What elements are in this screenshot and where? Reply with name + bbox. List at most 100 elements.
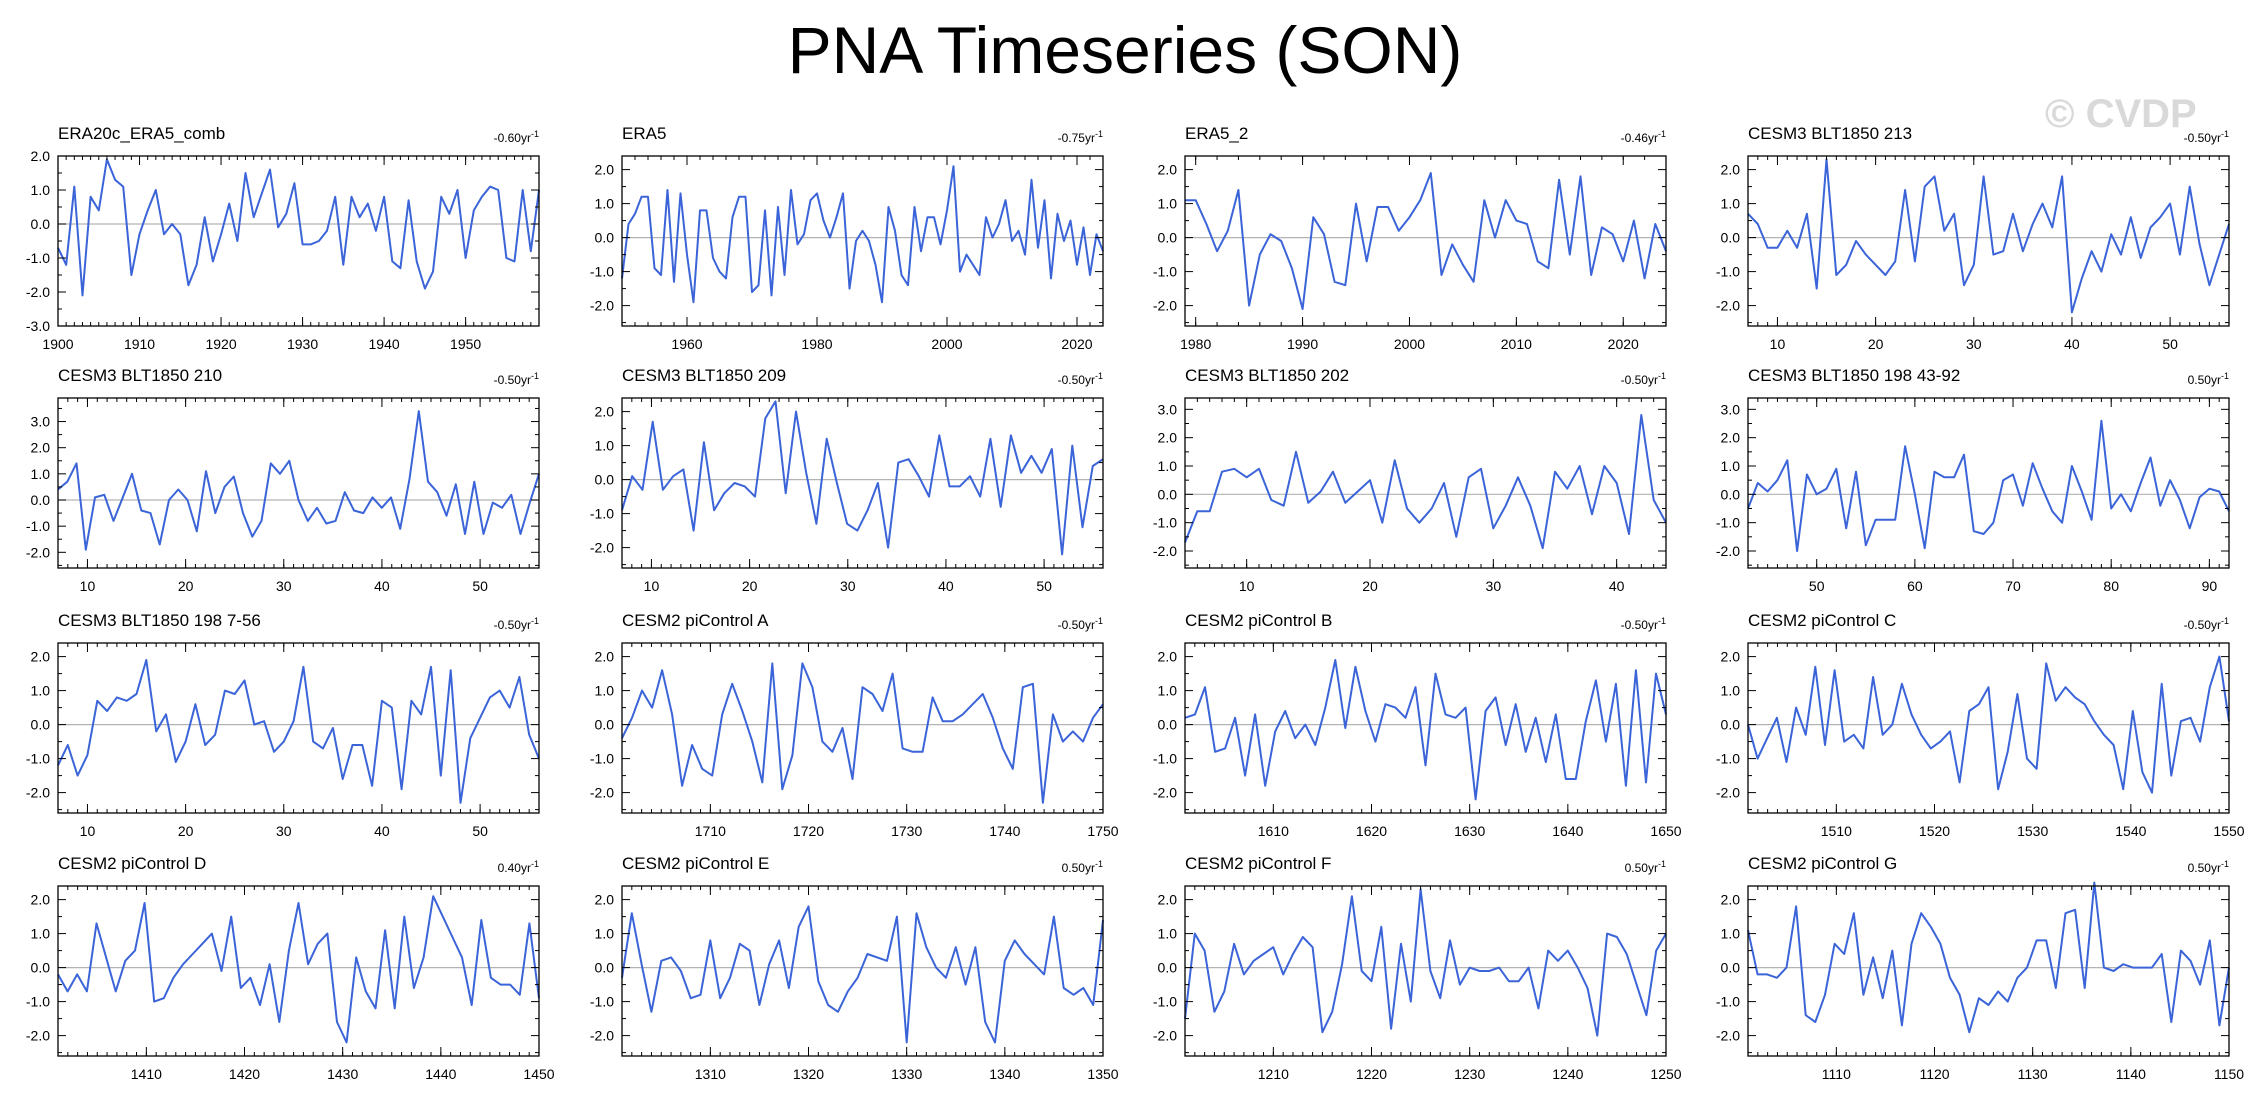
panel-title: ERA5_2 <box>1185 124 1249 143</box>
y-tick-label: -1.0 <box>590 506 614 522</box>
panel-trend: -0.50yr-1 <box>494 616 539 632</box>
y-tick-label: -1.0 <box>1153 751 1177 767</box>
x-tick-label: 10 <box>80 823 96 839</box>
panel-title: CESM2 piControl D <box>58 854 207 873</box>
plot-frame <box>57 397 540 569</box>
y-tick-label: -1.0 <box>1716 264 1740 280</box>
x-tick-label: 10 <box>1239 578 1255 594</box>
y-tick-label: -2.0 <box>1153 543 1177 559</box>
y-tick-label: -1.0 <box>1716 751 1740 767</box>
x-tick-label: 1950 <box>450 336 481 352</box>
panel-8: -2.0 -1.0 0.0 1.0 2.0 3.0 50 60 70 80 90 <box>1716 397 2230 594</box>
y-tick-label: -2.0 <box>590 540 614 556</box>
panel-2: -2.0 -1.0 0.0 1.0 2.0 1960 1980 2000 2020 <box>590 155 1104 352</box>
x-tick-label: 1510 <box>1821 823 1852 839</box>
y-tick-label: 0.0 <box>1158 230 1178 246</box>
panel-3: -2.0 -1.0 0.0 1.0 2.0 1980 1990 2000 2010 2020 <box>1153 155 1667 352</box>
y-tick-label: 3.0 <box>1158 401 1178 417</box>
y-tick-label: 2.0 <box>1158 162 1178 178</box>
x-tick-label: 1730 <box>891 823 922 839</box>
x-tick-label: 1410 <box>131 1066 162 1082</box>
y-tick-label: 0.0 <box>595 230 615 246</box>
y-tick-label: -2.0 <box>1716 1028 1740 1044</box>
trend-exponent: -1 <box>1657 129 1666 139</box>
x-tick-label: 1150 <box>2214 1066 2244 1082</box>
x-tick-label: 1430 <box>327 1066 358 1082</box>
y-tick-label: -1.0 <box>26 994 50 1010</box>
panel-12: -2.0 -1.0 0.0 1.0 2.0 1510 1520 1530 1540 1550 <box>1716 642 2245 839</box>
panel-trend: -0.50yr-1 <box>1058 371 1103 387</box>
plot-frame <box>1184 155 1667 327</box>
panel-trend: -0.50yr-1 <box>494 371 539 387</box>
y-tick-label: -1.0 <box>1716 515 1740 531</box>
x-tick-label: 1210 <box>1258 1066 1289 1082</box>
trend-value: 0.50yr <box>2187 373 2221 387</box>
plot-frame <box>1184 642 1667 814</box>
trend-exponent: -1 <box>1657 859 1666 869</box>
trend-exponent: -1 <box>2220 371 2229 381</box>
x-tick-label: 20 <box>1868 336 1884 352</box>
series-line <box>621 400 1104 556</box>
y-tick-label: 2.0 <box>595 649 615 665</box>
trend-exponent: -1 <box>530 129 539 139</box>
panel-16: -2.0 -1.0 0.0 1.0 2.0 1110 1120 1130 1140 1150 <box>1716 881 2244 1082</box>
y-tick-label: -1.0 <box>1153 515 1177 531</box>
panel-trend: -0.75yr-1 <box>1058 129 1103 145</box>
y-tick-label: 1.0 <box>1721 683 1741 699</box>
panel-trend: 0.50yr-1 <box>2188 859 2229 875</box>
y-tick-label: 0.0 <box>1158 960 1178 976</box>
y-tick-label: 2.0 <box>595 162 615 178</box>
y-tick-label: 0.0 <box>1158 717 1178 733</box>
x-tick-label: 1250 <box>1650 1066 1681 1082</box>
panel-title: ERA5 <box>622 124 667 143</box>
y-tick-label: 1.0 <box>31 683 51 699</box>
x-tick-label: 1230 <box>1454 1066 1485 1082</box>
x-tick-label: 1350 <box>1087 1066 1118 1082</box>
y-tick-label: -2.0 <box>590 1028 614 1044</box>
trend-value: -0.50yr <box>493 618 531 632</box>
x-tick-label: 30 <box>1966 336 1982 352</box>
x-tick-label: 1240 <box>1552 1066 1583 1082</box>
x-tick-label: 40 <box>938 578 954 594</box>
y-tick-label: -2.0 <box>1716 543 1740 559</box>
series-line <box>57 895 540 1044</box>
panel-title: CESM2 piControl A <box>622 611 769 630</box>
y-tick-label: 0.0 <box>595 717 615 733</box>
y-tick-label: 1.0 <box>1158 458 1178 474</box>
trend-value: 0.50yr <box>1624 861 1658 875</box>
x-tick-label: 1910 <box>124 336 155 352</box>
trend-value: -0.50yr <box>1620 618 1658 632</box>
page-title: PNA Timeseries (SON) <box>787 13 1463 87</box>
series-line <box>1184 888 1667 1037</box>
panel-5: -2.0 -1.0 0.0 1.0 2.0 3.0 10 20 30 40 50 <box>26 397 540 594</box>
watermark: © CVDP <box>2045 92 2197 136</box>
y-tick-label: 1.0 <box>31 466 51 482</box>
panel-15: -2.0 -1.0 0.0 1.0 2.0 1210 1220 1230 1240 1250 <box>1153 885 1682 1082</box>
panel-10: -2.0 -1.0 0.0 1.0 2.0 1710 1720 1730 1740 1750 <box>590 642 1119 839</box>
y-tick-label: -2.0 <box>1716 785 1740 801</box>
panel-trend: -0.50yr-1 <box>2184 129 2229 145</box>
x-tick-label: 10 <box>80 578 96 594</box>
y-tick-label: -1.0 <box>1716 994 1740 1010</box>
x-tick-label: 2000 <box>931 336 962 352</box>
plot-frame <box>621 155 1104 327</box>
x-tick-label: 60 <box>1907 578 1923 594</box>
y-tick-label: 2.0 <box>1158 430 1178 446</box>
panel-13: -2.0 -1.0 0.0 1.0 2.0 1410 1420 1430 1440 1450 <box>26 885 555 1082</box>
panel-14: -2.0 -1.0 0.0 1.0 2.0 1310 1320 1330 1340 1350 <box>590 885 1119 1082</box>
y-tick-label: 2.0 <box>1721 430 1741 446</box>
trend-value: -0.50yr <box>2183 131 2221 145</box>
x-tick-label: 2020 <box>1608 336 1639 352</box>
y-tick-label: 2.0 <box>1721 892 1741 908</box>
x-tick-label: 1110 <box>1822 1066 1851 1082</box>
x-tick-label: 1990 <box>1287 336 1318 352</box>
x-tick-label: 1740 <box>989 823 1020 839</box>
x-tick-label: 1520 <box>1919 823 1950 839</box>
x-tick-label: 30 <box>840 578 856 594</box>
y-tick-label: -3.0 <box>26 318 50 334</box>
y-tick-label: 1.0 <box>1158 683 1178 699</box>
panel-title: CESM2 piControl E <box>622 854 770 873</box>
y-tick-label: 2.0 <box>31 440 51 456</box>
panel-title: CESM3 BLT1850 198 7-56 <box>58 611 261 630</box>
